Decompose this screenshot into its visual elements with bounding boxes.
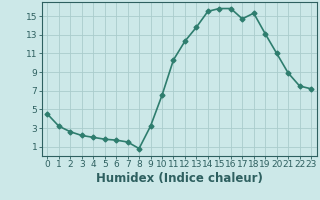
X-axis label: Humidex (Indice chaleur): Humidex (Indice chaleur) xyxy=(96,172,263,185)
